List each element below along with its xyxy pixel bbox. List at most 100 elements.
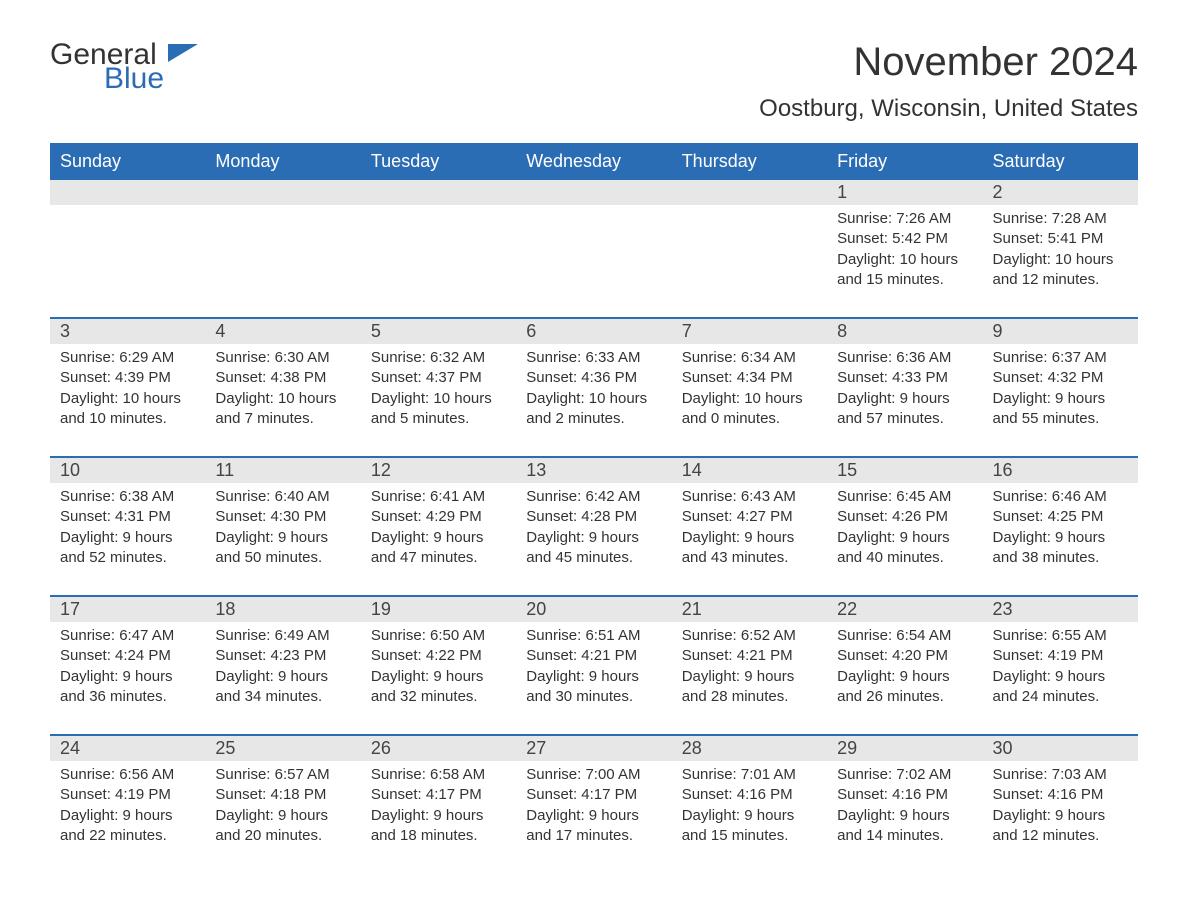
day-data: Sunrise: 6:34 AMSunset: 4:34 PMDaylight:… (672, 344, 827, 439)
day-data: Sunrise: 6:32 AMSunset: 4:37 PMDaylight:… (361, 344, 516, 439)
calendar-week: 1Sunrise: 7:26 AMSunset: 5:42 PMDaylight… (50, 180, 1138, 318)
dayofweek-header: Friday (827, 143, 982, 180)
day-data: Sunrise: 7:03 AMSunset: 4:16 PMDaylight:… (983, 761, 1138, 856)
day-data: Sunrise: 6:45 AMSunset: 4:26 PMDaylight:… (827, 483, 982, 578)
calendar-cell (50, 180, 205, 318)
day-number: 8 (827, 319, 982, 344)
day-number (361, 180, 516, 205)
calendar-cell: 28Sunrise: 7:01 AMSunset: 4:16 PMDayligh… (672, 736, 827, 874)
day-number: 6 (516, 319, 671, 344)
day-number (205, 180, 360, 205)
calendar-cell: 16Sunrise: 6:46 AMSunset: 4:25 PMDayligh… (983, 458, 1138, 596)
calendar-cell: 23Sunrise: 6:55 AMSunset: 4:19 PMDayligh… (983, 597, 1138, 735)
dayofweek-row: SundayMondayTuesdayWednesdayThursdayFrid… (50, 143, 1138, 180)
dayofweek-header: Tuesday (361, 143, 516, 180)
calendar-cell: 17Sunrise: 6:47 AMSunset: 4:24 PMDayligh… (50, 597, 205, 735)
day-data: Sunrise: 6:57 AMSunset: 4:18 PMDaylight:… (205, 761, 360, 856)
brand-text: General Blue (50, 40, 164, 94)
calendar-cell (205, 180, 360, 318)
calendar-body: 1Sunrise: 7:26 AMSunset: 5:42 PMDaylight… (50, 180, 1138, 874)
calendar-cell: 12Sunrise: 6:41 AMSunset: 4:29 PMDayligh… (361, 458, 516, 596)
day-data: Sunrise: 6:37 AMSunset: 4:32 PMDaylight:… (983, 344, 1138, 439)
day-data: Sunrise: 6:56 AMSunset: 4:19 PMDaylight:… (50, 761, 205, 856)
day-number: 18 (205, 597, 360, 622)
calendar-cell: 6Sunrise: 6:33 AMSunset: 4:36 PMDaylight… (516, 319, 671, 457)
calendar-cell: 10Sunrise: 6:38 AMSunset: 4:31 PMDayligh… (50, 458, 205, 596)
calendar-cell: 4Sunrise: 6:30 AMSunset: 4:38 PMDaylight… (205, 319, 360, 457)
calendar-cell: 3Sunrise: 6:29 AMSunset: 4:39 PMDaylight… (50, 319, 205, 457)
day-number: 27 (516, 736, 671, 761)
day-number: 1 (827, 180, 982, 205)
day-data: Sunrise: 6:47 AMSunset: 4:24 PMDaylight:… (50, 622, 205, 717)
day-number: 9 (983, 319, 1138, 344)
day-number: 28 (672, 736, 827, 761)
day-data: Sunrise: 6:51 AMSunset: 4:21 PMDaylight:… (516, 622, 671, 717)
calendar-week: 3Sunrise: 6:29 AMSunset: 4:39 PMDaylight… (50, 319, 1138, 457)
day-data: Sunrise: 6:33 AMSunset: 4:36 PMDaylight:… (516, 344, 671, 439)
day-data: Sunrise: 6:30 AMSunset: 4:38 PMDaylight:… (205, 344, 360, 439)
location: Oostburg, Wisconsin, United States (759, 95, 1138, 123)
day-data: Sunrise: 7:00 AMSunset: 4:17 PMDaylight:… (516, 761, 671, 856)
day-data: Sunrise: 6:46 AMSunset: 4:25 PMDaylight:… (983, 483, 1138, 578)
calendar-cell: 24Sunrise: 6:56 AMSunset: 4:19 PMDayligh… (50, 736, 205, 874)
day-number: 23 (983, 597, 1138, 622)
calendar-week: 17Sunrise: 6:47 AMSunset: 4:24 PMDayligh… (50, 597, 1138, 735)
flag-icon (168, 44, 198, 62)
day-number: 4 (205, 319, 360, 344)
day-number: 17 (50, 597, 205, 622)
calendar-cell: 15Sunrise: 6:45 AMSunset: 4:26 PMDayligh… (827, 458, 982, 596)
day-data: Sunrise: 6:43 AMSunset: 4:27 PMDaylight:… (672, 483, 827, 578)
calendar-cell: 29Sunrise: 7:02 AMSunset: 4:16 PMDayligh… (827, 736, 982, 874)
day-number: 15 (827, 458, 982, 483)
day-number (516, 180, 671, 205)
calendar-cell: 14Sunrise: 6:43 AMSunset: 4:27 PMDayligh… (672, 458, 827, 596)
day-data: Sunrise: 6:36 AMSunset: 4:33 PMDaylight:… (827, 344, 982, 439)
calendar-week: 10Sunrise: 6:38 AMSunset: 4:31 PMDayligh… (50, 458, 1138, 596)
calendar-cell: 11Sunrise: 6:40 AMSunset: 4:30 PMDayligh… (205, 458, 360, 596)
calendar-cell: 20Sunrise: 6:51 AMSunset: 4:21 PMDayligh… (516, 597, 671, 735)
calendar-cell (361, 180, 516, 318)
day-number (50, 180, 205, 205)
day-data: Sunrise: 7:02 AMSunset: 4:16 PMDaylight:… (827, 761, 982, 856)
day-data: Sunrise: 6:29 AMSunset: 4:39 PMDaylight:… (50, 344, 205, 439)
day-number: 11 (205, 458, 360, 483)
day-data: Sunrise: 7:28 AMSunset: 5:41 PMDaylight:… (983, 205, 1138, 300)
day-data: Sunrise: 7:01 AMSunset: 4:16 PMDaylight:… (672, 761, 827, 856)
day-data: Sunrise: 6:49 AMSunset: 4:23 PMDaylight:… (205, 622, 360, 717)
day-number: 25 (205, 736, 360, 761)
dayofweek-header: Thursday (672, 143, 827, 180)
day-data: Sunrise: 6:38 AMSunset: 4:31 PMDaylight:… (50, 483, 205, 578)
day-data: Sunrise: 6:54 AMSunset: 4:20 PMDaylight:… (827, 622, 982, 717)
calendar-table: SundayMondayTuesdayWednesdayThursdayFrid… (50, 143, 1138, 874)
day-data: Sunrise: 6:50 AMSunset: 4:22 PMDaylight:… (361, 622, 516, 717)
dayofweek-header: Wednesday (516, 143, 671, 180)
day-data: Sunrise: 6:42 AMSunset: 4:28 PMDaylight:… (516, 483, 671, 578)
day-number: 7 (672, 319, 827, 344)
dayofweek-header: Monday (205, 143, 360, 180)
day-data: Sunrise: 7:26 AMSunset: 5:42 PMDaylight:… (827, 205, 982, 300)
calendar-cell: 25Sunrise: 6:57 AMSunset: 4:18 PMDayligh… (205, 736, 360, 874)
calendar-cell: 30Sunrise: 7:03 AMSunset: 4:16 PMDayligh… (983, 736, 1138, 874)
day-number: 14 (672, 458, 827, 483)
day-number: 24 (50, 736, 205, 761)
dayofweek-header: Saturday (983, 143, 1138, 180)
day-data: Sunrise: 6:52 AMSunset: 4:21 PMDaylight:… (672, 622, 827, 717)
calendar-cell: 22Sunrise: 6:54 AMSunset: 4:20 PMDayligh… (827, 597, 982, 735)
day-number: 26 (361, 736, 516, 761)
dayofweek-header: Sunday (50, 143, 205, 180)
day-number: 29 (827, 736, 982, 761)
day-number: 12 (361, 458, 516, 483)
day-number (672, 180, 827, 205)
brand-logo: General Blue (50, 40, 198, 94)
day-data: Sunrise: 6:58 AMSunset: 4:17 PMDaylight:… (361, 761, 516, 856)
calendar-head: SundayMondayTuesdayWednesdayThursdayFrid… (50, 143, 1138, 180)
calendar-week: 24Sunrise: 6:56 AMSunset: 4:19 PMDayligh… (50, 736, 1138, 874)
day-data: Sunrise: 6:41 AMSunset: 4:29 PMDaylight:… (361, 483, 516, 578)
calendar-cell (516, 180, 671, 318)
day-number: 30 (983, 736, 1138, 761)
header: General Blue November 2024 Oostburg, Wis… (50, 40, 1138, 135)
calendar-cell: 9Sunrise: 6:37 AMSunset: 4:32 PMDaylight… (983, 319, 1138, 457)
month-title: November 2024 (759, 40, 1138, 85)
calendar-cell: 26Sunrise: 6:58 AMSunset: 4:17 PMDayligh… (361, 736, 516, 874)
calendar-cell: 13Sunrise: 6:42 AMSunset: 4:28 PMDayligh… (516, 458, 671, 596)
